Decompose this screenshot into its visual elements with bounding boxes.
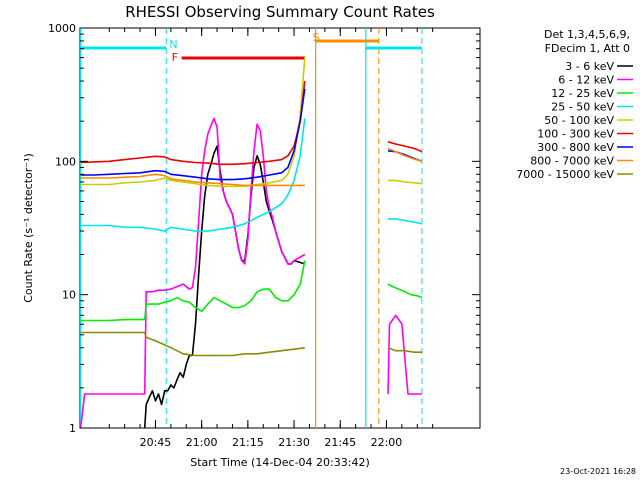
series-line-5 bbox=[80, 81, 423, 166]
axes-layer: 20:45 21:00 21:15 21:30 21:45 22:00 1 10 100 1000 bbox=[48, 22, 480, 449]
x-axis-label: Start Time (14-Dec-04 20:33:42) bbox=[190, 456, 370, 469]
y-tick-label-1: 10 bbox=[62, 289, 76, 302]
series-line-2 bbox=[80, 260, 423, 322]
info-line-1: Det 1,3,4,5,6,9, bbox=[544, 28, 630, 41]
x-tick-label-0: 20:45 bbox=[140, 436, 172, 449]
x-tick-label-1: 21:00 bbox=[186, 436, 218, 449]
legend: Det 1,3,4,5,6,9, FDecim 1, Att 0 3 - 6 k… bbox=[516, 28, 633, 181]
series-line-8 bbox=[80, 331, 422, 357]
legend-label-6: 300 - 800 keV bbox=[537, 141, 614, 154]
legend-label-0: 3 - 6 keV bbox=[565, 60, 614, 73]
series-line-7 bbox=[80, 147, 423, 187]
legend-label-3: 25 - 50 keV bbox=[551, 101, 614, 114]
series-line-0 bbox=[143, 145, 306, 429]
y-tick-label-2: 100 bbox=[55, 155, 76, 168]
series-line-3 bbox=[80, 118, 423, 232]
series-line-6 bbox=[80, 88, 423, 181]
series-line-1 bbox=[79, 117, 422, 429]
x-tick-label-3: 21:30 bbox=[278, 436, 310, 449]
series-line-4 bbox=[80, 57, 422, 188]
y-tick-label-0: 1 bbox=[69, 422, 76, 435]
legend-label-4: 50 - 100 keV bbox=[544, 114, 614, 127]
legend-label-1: 6 - 12 keV bbox=[558, 74, 614, 87]
series-layer bbox=[79, 57, 423, 429]
info-line-2: FDecim 1, Att 0 bbox=[545, 42, 630, 55]
y-axis-label: Count Rate (s⁻¹ detector⁻¹) bbox=[22, 153, 35, 303]
x-tick-label-4: 21:45 bbox=[324, 436, 356, 449]
x-tick-label-5: 22:00 bbox=[371, 436, 403, 449]
flags-layer: NF S bbox=[80, 28, 423, 428]
x-tick-label-2: 21:15 bbox=[232, 436, 264, 449]
footer-timestamp: 23-Oct-2021 16:28 bbox=[560, 467, 636, 476]
flag-label-f: F bbox=[172, 51, 178, 64]
legend-label-5: 100 - 300 keV bbox=[537, 128, 614, 141]
legend-label-7: 800 - 7000 keV bbox=[530, 155, 614, 168]
legend-label-2: 12 - 25 keV bbox=[551, 87, 614, 100]
y-tick-label-3: 1000 bbox=[48, 22, 76, 35]
flag-label-s: S bbox=[313, 31, 320, 44]
plot-frame bbox=[79, 27, 481, 429]
chart-title: RHESSI Observing Summary Count Rates bbox=[125, 3, 435, 21]
flag-label-n: N bbox=[169, 38, 177, 51]
legend-label-8: 7000 - 15000 keV bbox=[516, 168, 614, 181]
